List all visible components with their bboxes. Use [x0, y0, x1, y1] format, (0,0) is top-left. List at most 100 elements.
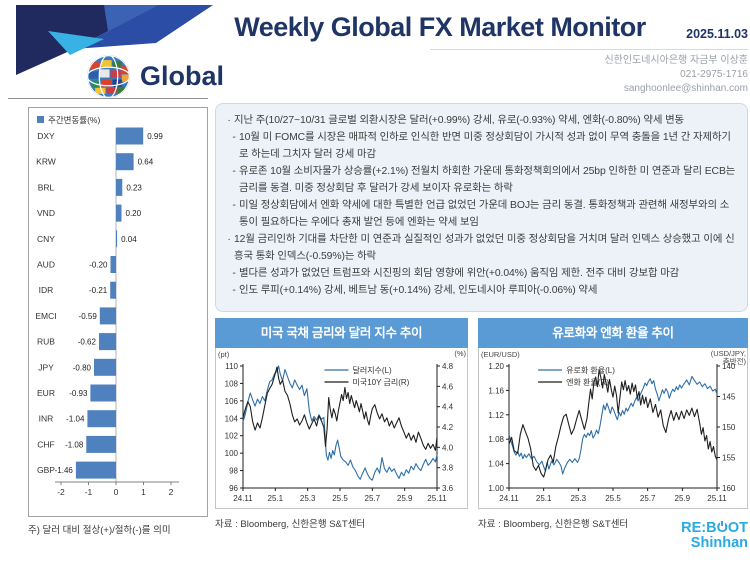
svg-text:4.6: 4.6	[442, 382, 454, 391]
svg-text:24.11: 24.11	[233, 494, 253, 503]
svg-text:0.23: 0.23	[126, 183, 142, 192]
svg-text:25.1: 25.1	[268, 494, 284, 503]
svg-text:축반전): 축반전)	[723, 356, 747, 366]
svg-text:1.04: 1.04	[488, 460, 504, 469]
svg-text:108: 108	[225, 379, 239, 388]
bullet-text: 미일 정상회담에서 엔화 약세에 대한 특별한 언급 없었던 가운데 BOJ는 …	[239, 200, 730, 228]
reboot-power-o: O	[716, 520, 728, 536]
svg-text:3.6: 3.6	[442, 484, 454, 493]
svg-text:4.8: 4.8	[442, 362, 454, 371]
svg-text:140: 140	[722, 362, 736, 371]
svg-text:1: 1	[141, 487, 146, 497]
svg-text:1.00: 1.00	[488, 484, 504, 493]
svg-text:VND: VND	[37, 208, 55, 218]
bullet-item: · 지난 주(10/27~10/31 글로벌 외환시장은 달러(+0.99%) 강…	[224, 112, 737, 129]
svg-text:CNY: CNY	[37, 234, 55, 244]
header-divider	[8, 98, 208, 99]
us-rates-dollar-chart: 96 98 100 102 104 106 108 110 3.6 3.8 4.0 4.2 4.4 4.6…	[215, 348, 468, 509]
bullet-item: · 12월 금리인하 기대를 차단한 미 연준과 실질적인 성과가 없었던 미중 …	[224, 231, 737, 265]
svg-text:25.3: 25.3	[300, 494, 316, 503]
svg-text:1.16: 1.16	[488, 386, 504, 395]
page-title: Weekly Global FX Market Monitor	[234, 12, 646, 42]
svg-text:엔화 환율(R): 엔화 환율(R)	[566, 377, 609, 387]
svg-text:주간변동률(%): 주간변동률(%)	[48, 115, 100, 125]
bullet-marker: -	[232, 268, 236, 279]
bullet-item: - 유로존 10월 소비자물가 상승률(+2.1%) 전월치 하회한 가운데 통화…	[224, 163, 737, 197]
svg-text:25.7: 25.7	[365, 494, 381, 503]
svg-text:3.8: 3.8	[442, 464, 454, 473]
svg-text:-0.80: -0.80	[73, 363, 92, 372]
svg-text:1.08: 1.08	[488, 435, 504, 444]
svg-text:DXY: DXY	[37, 131, 55, 141]
svg-text:25.9: 25.9	[397, 494, 413, 503]
bullet-marker: ·	[227, 234, 231, 245]
svg-text:RUB: RUB	[37, 337, 55, 347]
svg-text:98: 98	[229, 467, 238, 476]
contact-phone: 021-2975-1716	[680, 69, 748, 80]
svg-text:25.9: 25.9	[675, 494, 691, 503]
bullet-text: 12월 금리인하 기대를 차단한 미 연준과 실질적인 성과가 없었던 미중 정…	[234, 234, 735, 262]
svg-text:24.11: 24.11	[499, 494, 519, 503]
bullet-marker: -	[232, 285, 236, 296]
svg-text:2: 2	[169, 487, 174, 497]
svg-text:25.5: 25.5	[332, 494, 348, 503]
svg-text:AUD: AUD	[37, 260, 55, 270]
reboot-logo-line2: Shinhan	[690, 535, 748, 551]
svg-text:102: 102	[225, 432, 239, 441]
svg-text:EUR: EUR	[37, 388, 55, 398]
svg-text:-2: -2	[57, 487, 65, 497]
svg-text:BRL: BRL	[38, 182, 55, 192]
svg-text:EMCI: EMCI	[35, 311, 56, 321]
contact-block: 신한인도네시아은행 자금부 이상훈 021-2975-1716 sanghoon…	[440, 54, 748, 96]
bullet-text: 유로존 10월 소비자물가 상승률(+2.1%) 전월치 하회한 가운데 통화정…	[239, 166, 736, 194]
svg-text:IDR: IDR	[39, 285, 54, 295]
brand-text: Global	[140, 61, 225, 91]
reboot-logo-line1: RE:BOOT	[630, 521, 748, 536]
svg-text:4.2: 4.2	[442, 423, 454, 432]
chart-title: 유로화와 엔화 환율 추이	[478, 318, 748, 348]
svg-text:145: 145	[722, 393, 736, 402]
svg-text:4.0: 4.0	[442, 443, 454, 452]
bullet-text: 지난 주(10/27~10/31 글로벌 외환시장은 달러(+0.99%) 강세…	[234, 115, 684, 126]
reboot-shinhan-logo: RE:BOOT Shinhan	[630, 521, 748, 551]
svg-text:-0.59: -0.59	[79, 312, 98, 321]
svg-text:-0.21: -0.21	[89, 286, 108, 295]
svg-text:100: 100	[225, 449, 239, 458]
eur-jpy-chart-panel: 유로화와 엔화 환율 추이 1.00 1.04 1.08 1.12 1.16 1.20 14…	[478, 318, 748, 509]
svg-text:0.04: 0.04	[121, 235, 137, 244]
svg-text:25.11: 25.11	[707, 494, 727, 503]
market-commentary-panel: · 지난 주(10/27~10/31 글로벌 외환시장은 달러(+0.99%) 강…	[215, 103, 748, 312]
contact-name: 신한인도네시아은행 자금부 이상훈	[604, 55, 748, 66]
svg-text:-0.62: -0.62	[78, 338, 97, 347]
svg-text:0.64: 0.64	[138, 158, 154, 167]
reboot-text-a: RE:B	[681, 520, 717, 536]
svg-text:(EUR/USD): (EUR/USD)	[481, 350, 520, 359]
svg-text:INR: INR	[39, 414, 54, 424]
svg-text:160: 160	[722, 484, 736, 493]
svg-text:0: 0	[114, 487, 119, 497]
bullet-marker: ·	[227, 115, 231, 126]
svg-text:104: 104	[225, 414, 239, 423]
svg-text:GBP: GBP	[37, 465, 55, 475]
bullet-item: -10월 미 FOMC를 시장은 매파적 인하로 인식한 반면 미중 정상회담이…	[224, 129, 737, 163]
svg-text:1.12: 1.12	[488, 411, 504, 420]
svg-text:달러지수(L): 달러지수(L)	[352, 366, 392, 375]
bullet-item: - 인도 루피(+0.14%) 강세, 베트남 동(+0.14%) 강세, 인도네…	[224, 282, 737, 299]
svg-text:-1.46: -1.46	[55, 466, 74, 475]
svg-text:25.5: 25.5	[605, 494, 621, 503]
date-underline	[430, 49, 748, 50]
bullet-marker: -	[232, 132, 236, 143]
svg-text:25.1: 25.1	[536, 494, 552, 503]
svg-text:0.20: 0.20	[126, 209, 142, 218]
svg-text:4.4: 4.4	[442, 403, 454, 412]
svg-text:미국10Y 금리(R): 미국10Y 금리(R)	[352, 378, 409, 387]
brand-logo: Global	[86, 54, 224, 99]
svg-text:150: 150	[722, 423, 736, 432]
svg-text:110: 110	[225, 362, 238, 371]
bullet-item: - 미일 정상회담에서 엔화 약세에 대한 특별한 언급 없었던 가운데 BOJ는…	[224, 197, 737, 231]
svg-text:JPY: JPY	[38, 362, 54, 372]
svg-text:25.7: 25.7	[640, 494, 656, 503]
chart-title: 미국 국채 금리와 달러 지수 추이	[215, 318, 468, 348]
svg-text:-0.93: -0.93	[69, 389, 88, 398]
